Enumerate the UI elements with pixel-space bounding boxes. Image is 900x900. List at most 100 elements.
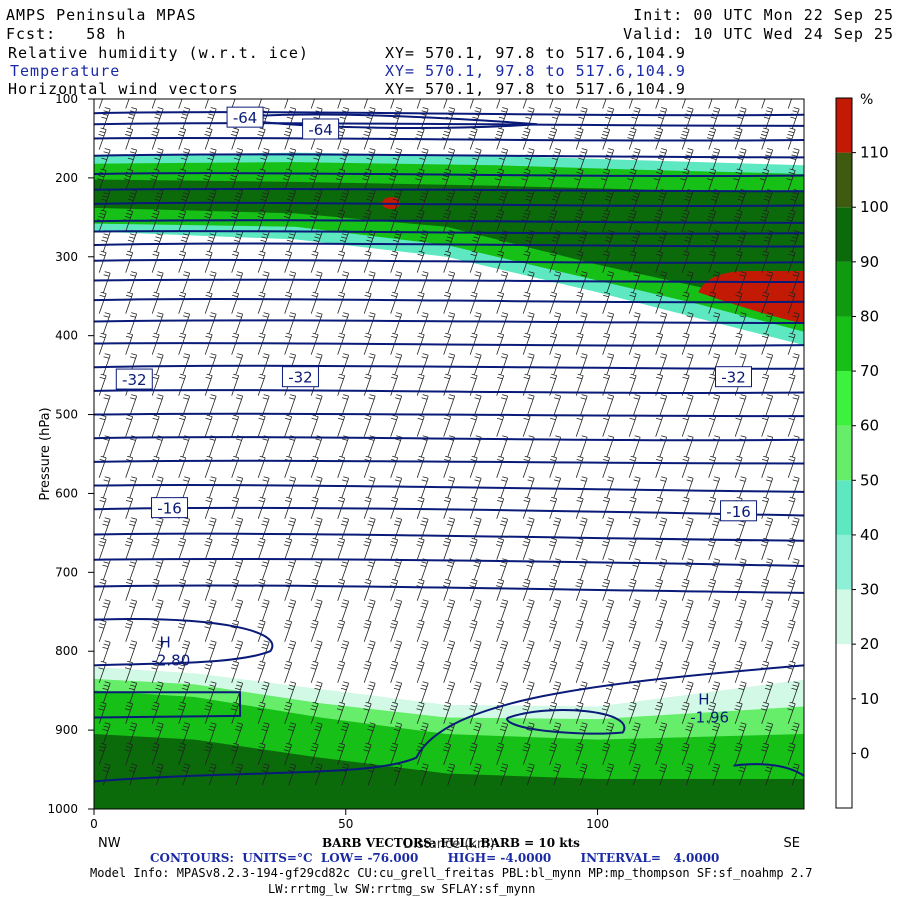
contour-label-box	[281, 366, 319, 388]
colorbar-tick-label: 10	[860, 690, 879, 708]
colorbar-segment	[836, 316, 852, 372]
plot-frame	[93, 98, 805, 810]
temperature-contour	[94, 412, 804, 418]
model-info-2: LW:rrtmg_lw SW:rrtmg_sw SFLAY:sf_mynn	[268, 882, 536, 896]
rh-band-upper-2	[94, 179, 804, 316]
contour-label: -16	[157, 500, 182, 518]
colorbar-segment	[836, 152, 852, 208]
temperature-contour	[94, 153, 804, 159]
colorbar-tick-label: 90	[860, 253, 879, 271]
y-tick-label: 400	[55, 329, 78, 343]
colorbar-segment	[836, 644, 852, 699]
temperature-contour	[94, 278, 804, 284]
model-title: AMPS Peninsula MPAS	[6, 6, 197, 24]
colorbar-tick-label: 70	[860, 362, 879, 380]
colorbar-segment	[836, 589, 852, 645]
temperature-contour	[505, 709, 626, 735]
extremum-marker: H	[698, 690, 709, 708]
contour-label: -64	[233, 109, 258, 127]
field-label-temperature: Temperature	[10, 62, 121, 80]
temperature-contour	[94, 229, 804, 235]
left-end-label: NW	[98, 836, 121, 851]
contour-info: CONTOURS: UNITS=°C LOW= -76.000 HIGH= -4…	[150, 851, 720, 865]
colorbar-tick-label: 100	[860, 198, 889, 216]
temperature-contour	[94, 298, 804, 304]
temperature-contour	[94, 122, 804, 127]
temperature-contour	[94, 436, 804, 442]
y-tick-label: 100	[55, 92, 78, 106]
colorbar-segment	[836, 425, 852, 481]
y-tick-label: 600	[55, 486, 78, 500]
field-xy-temperature: XY= 570.1, 97.8 to 517.6,104.9	[385, 62, 686, 80]
rh-fill-layer	[94, 152, 804, 809]
temperature-contour	[94, 201, 804, 207]
y-axis-label: Pressure (hPa)	[38, 407, 53, 500]
rh-band-lower-3	[94, 734, 804, 809]
y-tick-label: 200	[55, 171, 78, 185]
contour-label: -16	[726, 503, 751, 521]
y-tick-label: 300	[55, 250, 78, 264]
colorbar-segment	[836, 534, 852, 590]
temperature-contour	[94, 618, 274, 667]
extremum-value: -1.96	[690, 708, 729, 726]
y-tick-label: 500	[55, 408, 78, 422]
field-label-rh: Relative humidity (w.r.t. ice)	[8, 44, 309, 62]
contour-label: -32	[122, 371, 147, 389]
colorbar-segment	[836, 261, 852, 317]
contour-label: -32	[721, 369, 746, 387]
temperature-contour	[94, 364, 804, 370]
colorbar-tick-label: 20	[860, 635, 879, 653]
colorbar-tick-label: 40	[860, 526, 879, 544]
valid-time: Valid: 10 UTC Wed 24 Sep 25	[623, 25, 894, 43]
temperature-contour	[94, 219, 804, 224]
contour-label-box	[720, 500, 758, 522]
colorbar-tick-label: 110	[860, 144, 889, 162]
contour-label: -32	[288, 369, 313, 387]
barb-vector-note: BARB VECTORS: FULL BARB = 10 kts	[322, 836, 580, 850]
colorbar-tick-label: 0	[860, 744, 870, 762]
temperature-contour	[94, 664, 804, 783]
x-tick-label: 100	[586, 817, 609, 831]
temperature-contour	[94, 558, 804, 568]
field-xy-rh: XY= 570.1, 97.8 to 517.6,104.9	[385, 44, 686, 62]
field-label-wind: Horizontal wind vectors	[8, 80, 239, 98]
temperature-contour	[94, 532, 804, 542]
colorbar-segment	[836, 207, 852, 262]
y-tick-label: 900	[55, 723, 78, 737]
init-time: Init: 00 UTC Mon 22 Sep 25	[633, 6, 894, 24]
colorbar-unit: %	[860, 92, 873, 108]
right-end-label: SE	[784, 836, 800, 851]
temperature-contour	[94, 389, 804, 394]
contour-label-layer: -64-64-32 -32 -32-16 -16H-2.80H-1.96	[115, 106, 758, 726]
rh-patch-2	[698, 270, 804, 324]
temperature-contour	[94, 258, 804, 264]
colorbar-segment	[836, 371, 852, 426]
colorbar-tick-label: 30	[860, 581, 879, 599]
temperature-contour	[94, 136, 804, 142]
colorbar: 0 10 20 30 40 50 60 70 80 90 100 110%	[835, 92, 889, 809]
contour-label-box	[226, 106, 264, 128]
temperature-contour	[94, 187, 804, 193]
temperature-contour	[94, 342, 804, 347]
colorbar-segment	[836, 480, 852, 535]
temperature-contour	[94, 691, 242, 719]
extremum-marker: H	[159, 634, 170, 652]
forecast-hour: Fcst: 58 h	[6, 25, 127, 43]
contour-label-box	[715, 366, 753, 388]
temperature-contour	[94, 584, 804, 594]
colorbar-tick-label: 50	[860, 471, 879, 489]
model-info: Model Info: MPASv8.2.3-194-gf29cd82c CU:…	[90, 866, 813, 880]
contour-label-box	[115, 368, 153, 390]
x-axis-label: Distance (km)	[403, 837, 494, 852]
temperature-contour	[94, 172, 804, 178]
contour-label: -64	[308, 121, 333, 139]
extremum-value: -2.80	[151, 652, 190, 670]
contour-label-box	[151, 497, 189, 519]
colorbar-tick-label: 60	[860, 417, 879, 435]
colorbar-frame	[835, 97, 853, 809]
colorbar-tick-label: 80	[860, 307, 879, 325]
x-tick-label: 50	[338, 817, 353, 831]
temperature-contour	[94, 111, 804, 117]
field-xy-wind: XY= 570.1, 97.8 to 517.6,104.9	[385, 80, 686, 98]
y-tick-label: 1000	[47, 802, 78, 816]
